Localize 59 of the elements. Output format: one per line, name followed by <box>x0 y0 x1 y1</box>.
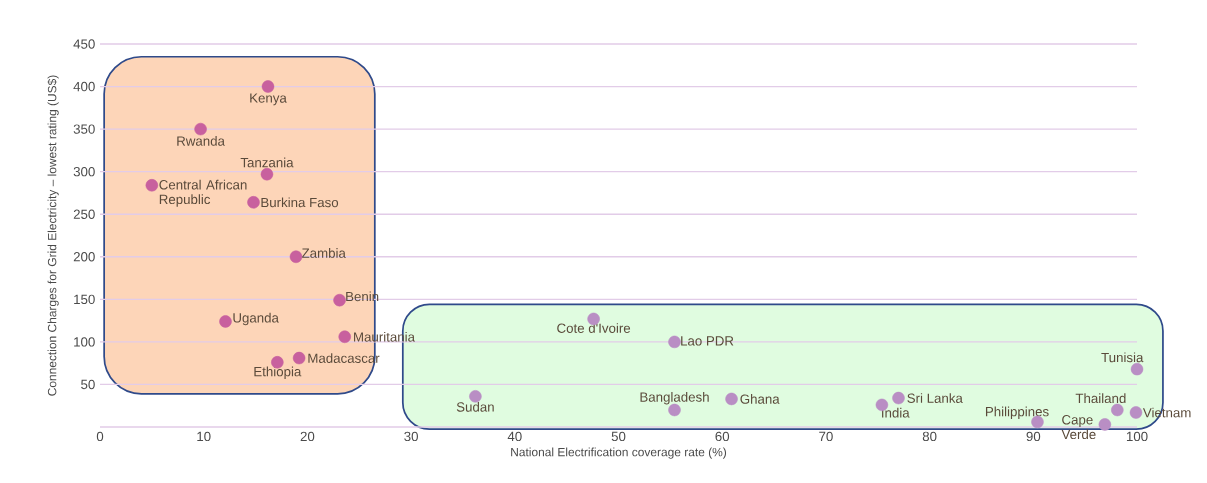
point <box>261 80 275 93</box>
x-tick-label: 0 <box>96 431 104 442</box>
point <box>668 335 681 349</box>
annotation: Ghana <box>740 394 780 404</box>
annotation: Thailand <box>1075 393 1126 404</box>
annotation: Central African Republic <box>159 179 247 207</box>
point <box>260 167 274 181</box>
point <box>469 390 482 403</box>
y-tick-label: 200 <box>73 252 95 262</box>
x-tick-label: 90 <box>1026 431 1041 442</box>
point <box>1130 362 1144 376</box>
annotation: Philippines <box>985 406 1049 419</box>
point <box>333 293 346 307</box>
point <box>338 330 351 344</box>
y-tick-label: 300 <box>73 166 95 177</box>
point <box>1098 418 1112 431</box>
point <box>725 392 738 406</box>
point <box>1129 406 1143 419</box>
point <box>219 315 232 328</box>
annotation: Cote d'Ivoire <box>557 323 631 333</box>
annotation: Tunisia <box>1101 352 1144 363</box>
point <box>892 391 905 405</box>
y-tick-label: 150 <box>74 294 95 305</box>
x-tick-label: 30 <box>404 431 418 442</box>
point <box>145 179 159 192</box>
annotation: Zambia <box>301 248 346 258</box>
annotation: Kenya <box>250 93 287 106</box>
x-axis-title: National Electrification coverage rate (%) <box>511 447 727 459</box>
point <box>292 351 306 365</box>
annotation: Uganda <box>233 312 279 326</box>
point <box>1111 403 1124 417</box>
annotation: Lao PDR <box>681 336 734 346</box>
y-tick-label: 350 <box>73 124 95 134</box>
y-axis-title: Connection Charges for Grid Electricity – lowest rating (US$) <box>47 75 59 396</box>
x-tick-label: 40 <box>507 431 522 442</box>
point <box>289 250 303 264</box>
annotation: Sri Lanka <box>907 393 963 403</box>
x-tick-label: 50 <box>611 431 626 442</box>
y-tick-label: 400 <box>73 81 95 92</box>
y-tick-label: 450 <box>73 39 95 49</box>
annotation: India <box>882 407 910 418</box>
annotation: Cape Verde <box>1061 415 1096 440</box>
y-tick-label: 250 <box>73 209 95 219</box>
x-tick-label: 60 <box>715 431 730 442</box>
x-tick-label: 80 <box>922 431 937 442</box>
x-tick-label: 10 <box>197 431 211 442</box>
x-tick-label: 100 <box>1126 431 1148 442</box>
annotation: Burkina Faso <box>261 197 339 208</box>
annotation: Rwanda <box>177 136 225 146</box>
annotation: Ethiopia <box>254 366 302 379</box>
y-tick-label: 100 <box>74 337 95 347</box>
y-tick-label: 50 <box>81 379 95 390</box>
annotation: Bangladesh <box>640 392 709 405</box>
x-tick-label: 20 <box>300 431 315 442</box>
annotation: Tanzania <box>240 157 294 168</box>
point <box>194 122 207 136</box>
x-tick-label: 70 <box>819 431 833 442</box>
annotation: Sudan <box>456 401 494 412</box>
point <box>247 196 260 209</box>
